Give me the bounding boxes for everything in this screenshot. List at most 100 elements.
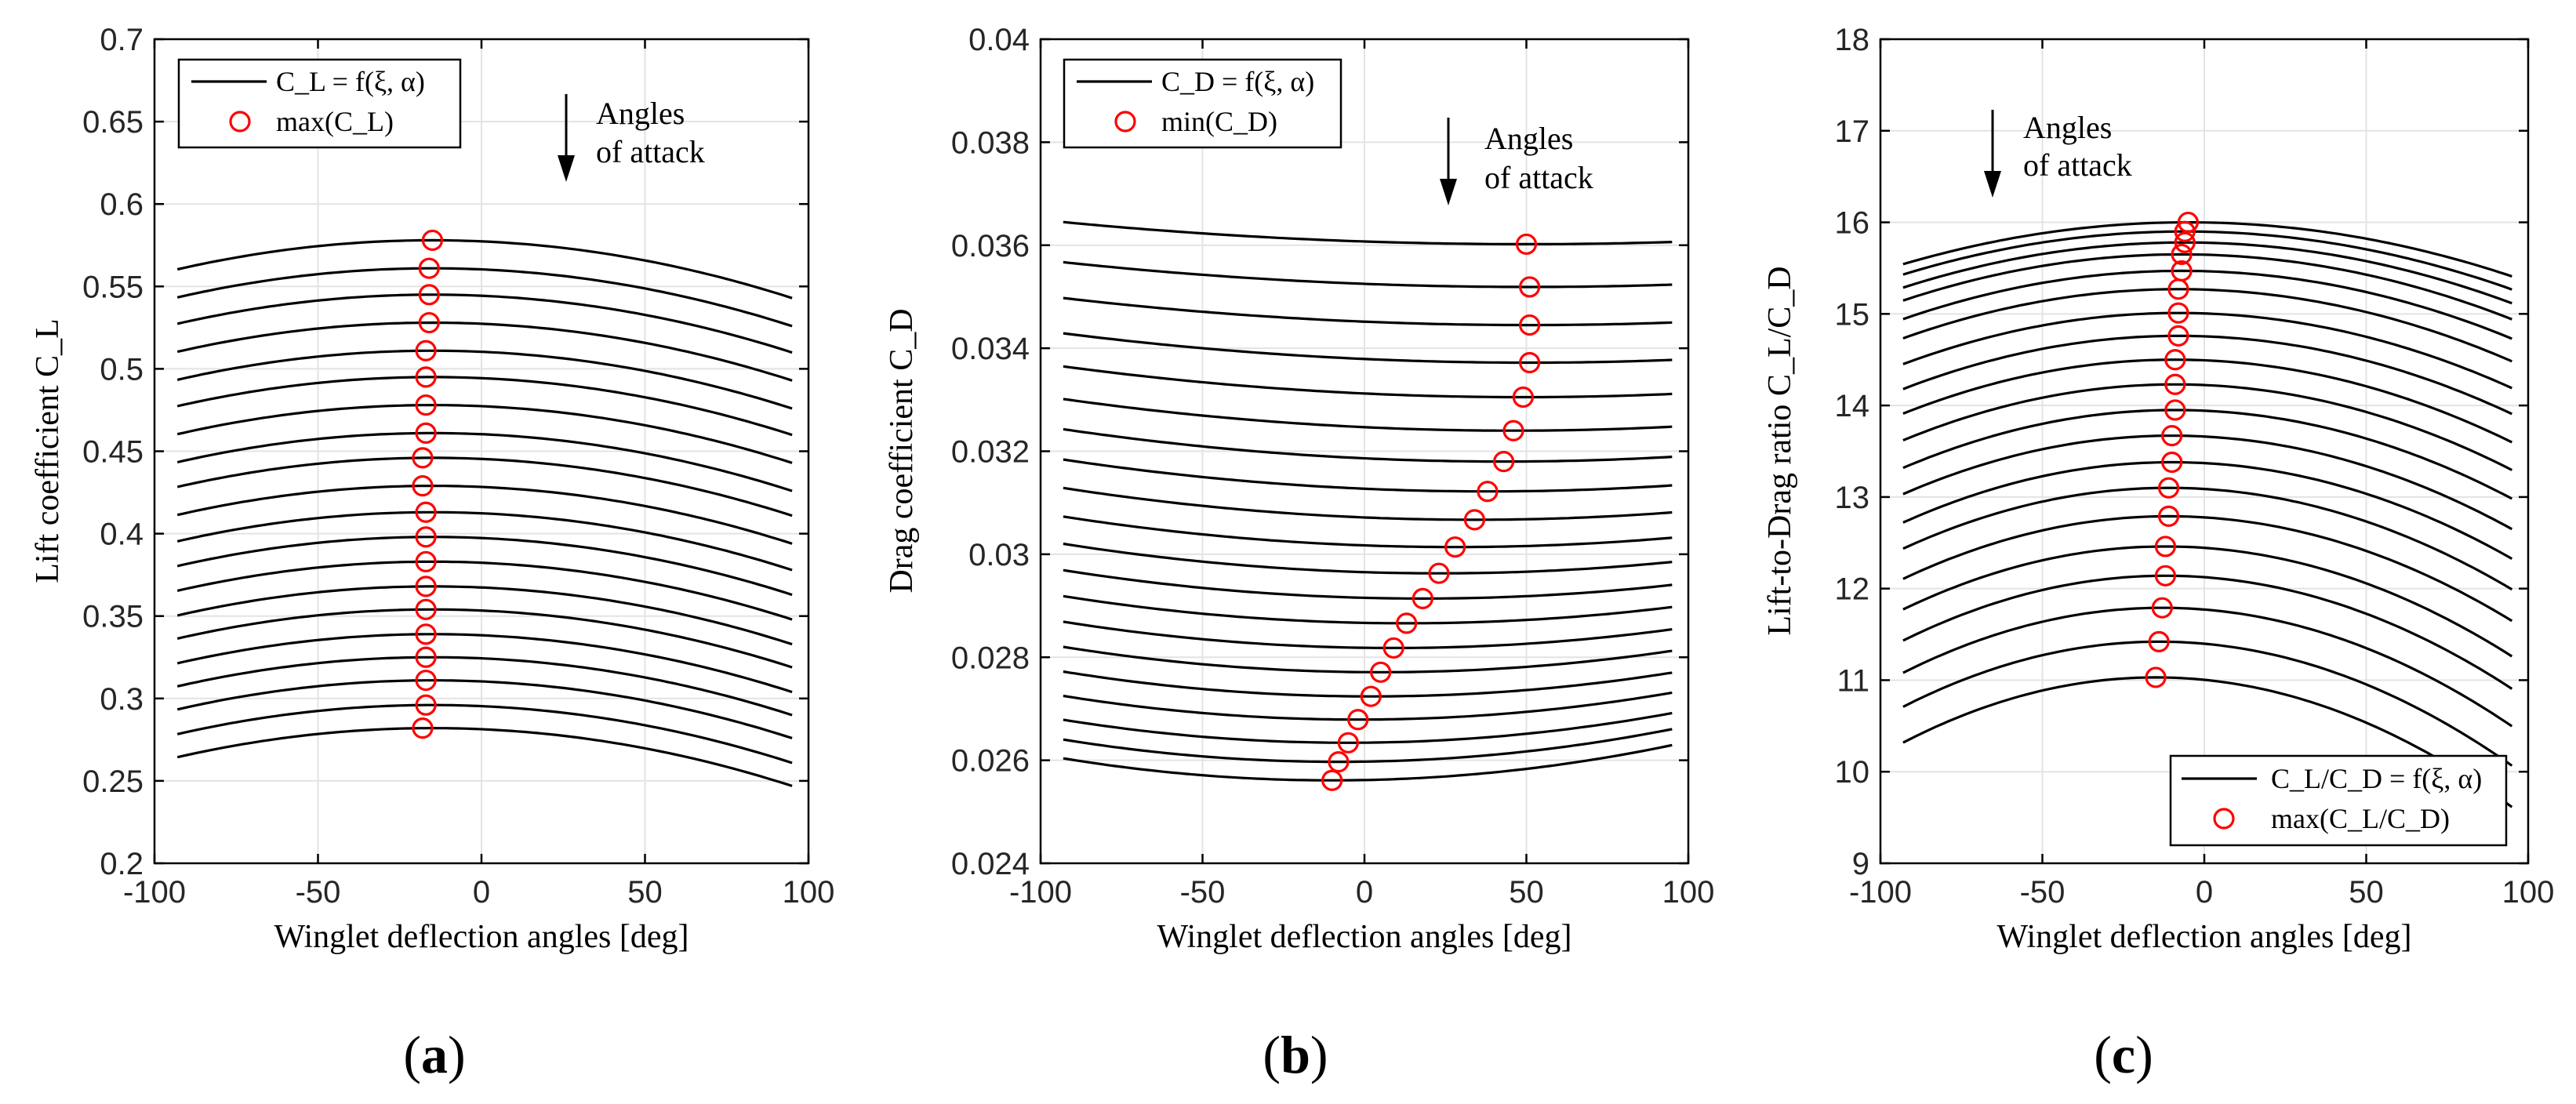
panel-c-extremum-marker xyxy=(2161,425,2183,447)
panel-a-ytick-label: 0.6 xyxy=(100,187,144,222)
panel-c-extremum-marker xyxy=(2167,278,2189,300)
panel-b-extremum-marker xyxy=(1515,233,1538,256)
panel-b-extremum-marker xyxy=(1328,750,1350,773)
panel-b-series-curve xyxy=(1063,220,1673,245)
panel-c-xtick-label: 50 xyxy=(2349,875,2384,910)
panel-b-legend-line-label: C_D = f(ξ, α) xyxy=(1161,66,1314,97)
panel-b-extremum-marker xyxy=(1428,562,1450,584)
panel-c-series-curve xyxy=(1902,252,2512,321)
panel-b-series-curve xyxy=(1063,398,1673,432)
panel-c-extremum-marker xyxy=(2177,211,2199,234)
panel-b-extremum-marker xyxy=(1370,661,1392,683)
panel-b-series-curve xyxy=(1063,486,1673,521)
panel-a-extremum-marker xyxy=(415,422,437,444)
panel-b-legend-marker-swatch xyxy=(1114,111,1136,133)
panel-c-ytick-label: 14 xyxy=(1835,389,1870,423)
panel-a-caption: (a) xyxy=(403,1025,465,1084)
panel-c-extremum-marker xyxy=(2154,536,2177,557)
panel-c-ytick-label: 18 xyxy=(1835,23,1870,57)
panel-b-series-curve xyxy=(1063,260,1673,289)
panel-b-series-curve xyxy=(1063,711,1673,744)
panel-b-legend-box xyxy=(1063,58,1342,149)
panel-a-ytick-label: 0.65 xyxy=(82,105,144,140)
panel-a-series-curve xyxy=(176,484,793,545)
panel-a-series-curve xyxy=(176,679,793,739)
panel-c-series-curve xyxy=(1902,221,2512,278)
panel-b-extremum-marker xyxy=(1321,769,1343,791)
panel-a-extremum-marker xyxy=(421,229,444,252)
panel-c-xtick-label: -50 xyxy=(2020,875,2066,910)
panel-a-annotation-line-1: Angles xyxy=(596,96,685,131)
panel-c-annotation-line-1: Angles xyxy=(2023,110,2112,145)
panel-c-series-curve xyxy=(1902,409,2513,500)
panel-a-xtick-label: 100 xyxy=(783,875,835,910)
panel-a-series-curve xyxy=(176,376,793,437)
panel-b-extremum-marker xyxy=(1519,276,1541,298)
panel-c-legend-marker-swatch xyxy=(2213,808,2235,830)
panel-a-extremum-marker xyxy=(415,501,437,523)
panel-a-xtick-label: 0 xyxy=(473,875,490,910)
panel-c-series-curve xyxy=(1902,269,2512,340)
panel-b-extremum-marker xyxy=(1463,509,1486,531)
panel-a-ytick-label: 0.35 xyxy=(82,600,144,634)
panel-a-extremum-marker xyxy=(415,340,437,361)
panel-a-legend-marker-label: max(C_L) xyxy=(276,106,394,137)
panel-b-series-curve xyxy=(1063,670,1673,698)
panel-a-xtick-label: 50 xyxy=(627,875,663,910)
panel-a-xtick-label: -50 xyxy=(296,875,341,910)
panel-c-series-curve xyxy=(1902,574,2513,690)
panel-a-extremum-marker xyxy=(415,623,437,645)
panel-b-extremum-marker xyxy=(1477,481,1499,503)
panel-b-annotation-line-2: of attack xyxy=(1484,160,1593,195)
panel-c-markers xyxy=(2145,211,2199,688)
panel-a-series-curve xyxy=(176,238,793,300)
panel-b-extremum-marker xyxy=(1337,732,1359,754)
panel-c-series-curve xyxy=(1902,288,2512,363)
panel-b: -100 -50 0 50 100 0.024 0.026 0.028 0.03 0.032 0.0… xyxy=(884,23,1714,1084)
panel-b-series-curve xyxy=(1063,594,1673,625)
panel-c-series-curve xyxy=(1902,514,2513,623)
panel-a-series-curve xyxy=(176,633,793,694)
panel-b-annotation: Angles of attack xyxy=(1440,118,1593,205)
panel-c-ytick-label: 15 xyxy=(1835,297,1870,332)
panel-b-ytick-label: 0.034 xyxy=(951,332,1030,366)
panel-a-series-curve xyxy=(176,585,793,646)
panel-c-caption: (c) xyxy=(2094,1025,2153,1084)
panel-a-extremum-marker xyxy=(412,447,434,469)
panel-a-x-axis-label: Winglet deflection angles [deg] xyxy=(274,919,689,955)
panel-c-extremum-marker xyxy=(2174,220,2196,242)
panel-a-series-curve xyxy=(176,267,793,328)
panel-a-extremum-marker xyxy=(415,670,437,692)
panel-b-legend-marker-label: min(C_D) xyxy=(1161,106,1277,137)
panel-a-annotation: Angles of attack xyxy=(558,94,705,182)
panel-c-series-curve xyxy=(1902,606,2513,728)
panel-c-legend-box xyxy=(2169,754,2508,847)
panel-b-extremum-marker xyxy=(1396,612,1418,634)
panel-a-ytick-label: 0.4 xyxy=(100,518,144,552)
panel-a-legend-line-label: C_L = f(ξ, α) xyxy=(276,66,425,97)
panel-c-ytick-label: 17 xyxy=(1835,114,1870,149)
panel-c-extremum-marker xyxy=(2167,302,2189,324)
panel-a-ytick-label: 0.3 xyxy=(100,682,144,717)
panel-a-extremum-marker xyxy=(415,394,437,416)
panel-b-extremum-marker xyxy=(1382,637,1404,659)
panel-c-extremum-marker xyxy=(2164,373,2186,395)
panel-b-ytick-label: 0.032 xyxy=(951,435,1030,470)
panel-b-series-curve xyxy=(1063,427,1673,463)
panel-b-xtick-label: 100 xyxy=(1662,875,1715,910)
panel-c-legend: C_L/C_D = f(ξ, α) max(C_L/C_D) xyxy=(2169,754,2508,847)
panel-c-x-axis-label: Winglet deflection angles [deg] xyxy=(1997,919,2412,955)
panel-a-extremum-marker xyxy=(412,717,434,739)
panel-b-x-axis-label: Winglet deflection angles [deg] xyxy=(1157,919,1572,955)
panel-c-series-curve xyxy=(1902,676,2513,808)
panel-c-extremum-marker xyxy=(2148,630,2170,652)
panel-b-extremum-marker xyxy=(1412,587,1433,609)
panel-b-series-curve xyxy=(1063,296,1673,327)
panel-c-series-curve xyxy=(1902,311,2512,390)
panel-b-xtick-label: 50 xyxy=(1509,875,1544,910)
panel-c-xtick-label: 100 xyxy=(2502,875,2555,910)
panel-b-series-curve xyxy=(1063,332,1673,365)
panel-b-series-curve xyxy=(1063,728,1673,764)
panel-b-series-curve xyxy=(1063,645,1673,674)
panel-b-series-curve xyxy=(1063,568,1673,600)
